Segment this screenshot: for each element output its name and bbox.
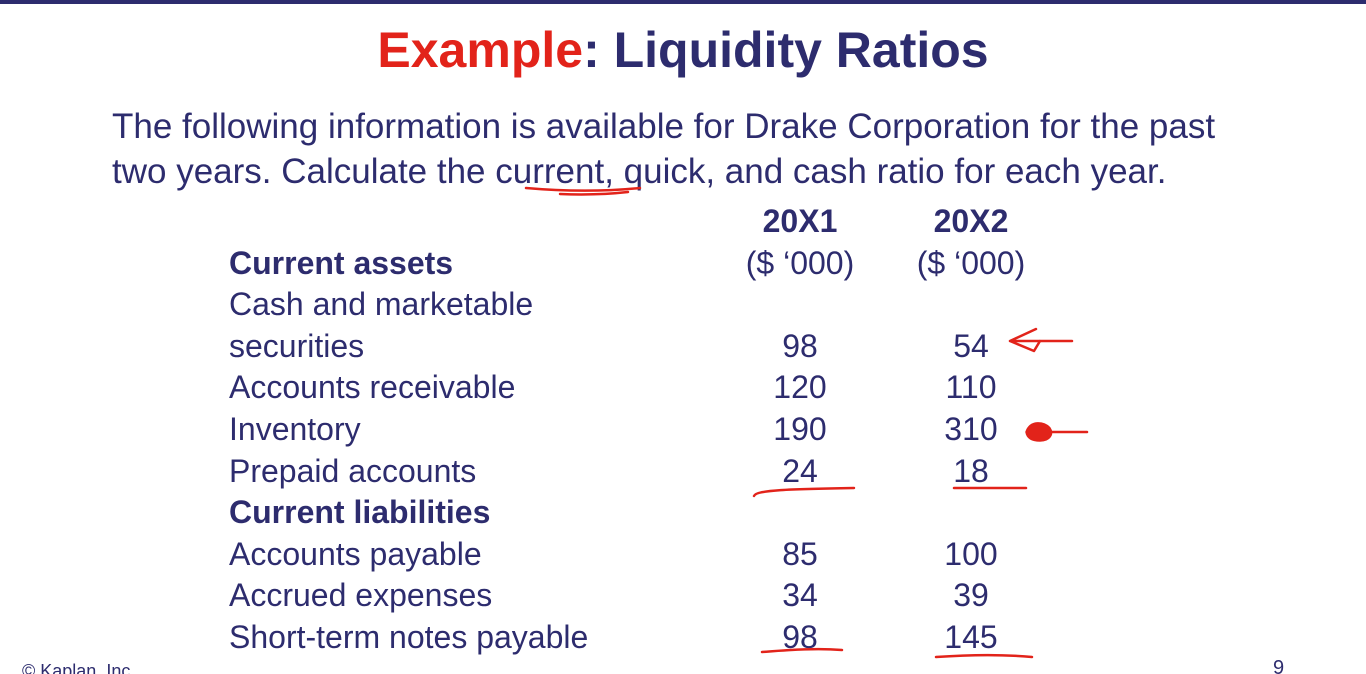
cell-payable-20x1: 85 [782, 535, 818, 572]
slide-title: Example: Liquidity Ratios [0, 22, 1366, 78]
row-label-notes: Short-term notes payable [229, 618, 589, 655]
year-header-20x2: 20X2 [933, 203, 1009, 239]
intro-line-2-start: two years. Calculate the [112, 152, 496, 191]
row-label-receivable: Accounts receivable [229, 369, 516, 406]
row-label-inventory: Inventory [229, 410, 361, 447]
unit-label-20x2: ($ ‘000) [916, 244, 1026, 281]
copyright-notice: © Kaplan, Inc. [22, 661, 136, 674]
cell-payable-20x2: 100 [944, 535, 998, 572]
row-label-payable: Accounts payable [229, 535, 482, 572]
cell-cash-20x1: 98 [782, 327, 818, 364]
title-accent: Example [377, 22, 584, 78]
top-rule [0, 0, 1366, 4]
section-current-assets: Current assets [229, 244, 454, 281]
cell-inventory-20x1: 190 [773, 410, 827, 447]
cell-receivable-20x1: 120 [773, 369, 827, 406]
cell-notes-20x2: 145 [944, 618, 998, 655]
title-rest: : Liquidity Ratios [583, 22, 989, 78]
cell-cash-20x2: 54 [953, 327, 989, 364]
cell-prepaid-20x2: 18 [953, 452, 989, 489]
year-header-20x1: 20X1 [762, 203, 838, 239]
intro-line-2-end: , quick, and cash ratio for each year. [604, 152, 1167, 191]
cell-accrued-20x1: 34 [782, 577, 818, 614]
intro-word-current: current [495, 152, 605, 191]
intro-line-1: The following information is available f… [112, 107, 1216, 146]
cell-prepaid-20x1: 24 [782, 452, 818, 489]
unit-label-20x1: ($ ‘000) [745, 244, 855, 281]
row-label-cash-line1: Cash and marketable [229, 286, 534, 323]
cell-accrued-20x2: 39 [953, 577, 989, 614]
cell-notes-20x1: 98 [782, 618, 818, 655]
page-number: 9 [1273, 657, 1285, 674]
intro-text: The following information is available f… [112, 104, 1332, 194]
cell-inventory-20x2: 310 [944, 410, 998, 447]
cell-receivable-20x2: 110 [945, 369, 997, 406]
row-label-cash-line2: securities [229, 327, 365, 364]
row-label-accrued: Accrued expenses [229, 577, 493, 614]
section-current-liabilities: Current liabilities [229, 494, 491, 531]
row-label-prepaid: Prepaid accounts [229, 452, 477, 489]
intro-line-2: two years. Calculate the current, quick,… [112, 149, 1332, 194]
